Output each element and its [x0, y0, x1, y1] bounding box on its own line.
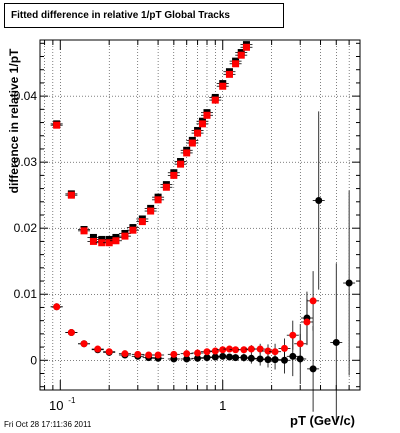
y-axis-label: difference in relative 1/pT: [7, 48, 21, 194]
data-point-circle: [309, 365, 317, 373]
data-point-circle: [154, 351, 162, 359]
data-point-square: [121, 232, 129, 240]
y-tick-label: 0: [30, 353, 37, 367]
data-point-circle: [53, 303, 61, 311]
data-point-square: [129, 226, 137, 234]
data-point-circle: [94, 345, 102, 353]
data-point-square: [194, 129, 202, 137]
data-point-square: [89, 233, 97, 241]
x-tick-label-exponent: -1: [68, 396, 76, 405]
data-point-circle: [240, 354, 248, 362]
data-point-circle: [280, 344, 288, 352]
x-axis-label: pT (GeV/c): [290, 413, 356, 428]
data-point-square: [219, 82, 227, 90]
data-point-circle: [203, 354, 211, 362]
data-point-square: [105, 239, 113, 247]
data-point-circle: [240, 346, 248, 354]
chart-title: Fitted difference in relative 1/pT Globa…: [4, 3, 284, 28]
data-point-circle: [170, 350, 178, 358]
data-point-square: [232, 60, 240, 68]
data-point-circle: [315, 196, 323, 204]
plot-area: [40, 40, 360, 390]
data-point-circle: [296, 340, 304, 348]
data-point-square: [138, 218, 146, 226]
data-point-circle: [289, 352, 297, 360]
data-point-circle: [225, 345, 233, 353]
data-point-circle: [121, 350, 129, 358]
data-point-square: [237, 51, 245, 59]
data-point-circle: [256, 355, 264, 363]
data-point-circle: [280, 356, 288, 364]
data-point-square: [203, 111, 211, 119]
data-point-circle: [80, 340, 88, 348]
data-point-circle: [232, 354, 240, 362]
data-point-circle: [232, 346, 240, 354]
data-point-circle: [225, 353, 233, 361]
data-point-circle: [145, 351, 153, 359]
data-point-circle: [264, 356, 272, 364]
data-point-square: [80, 227, 88, 235]
y-tick-label: 0.04: [14, 89, 38, 103]
data-point-circle: [134, 350, 142, 358]
data-point-square: [211, 96, 219, 104]
y-tick-label: 0.03: [14, 155, 38, 169]
data-point-square: [225, 70, 233, 78]
data-point-circle: [194, 349, 202, 357]
data-point-circle: [183, 355, 191, 363]
data-point-circle: [345, 279, 353, 287]
data-point-circle: [203, 348, 211, 356]
y-tick-label: 0.02: [14, 221, 38, 235]
data-point-square: [177, 160, 185, 168]
data-point-square: [242, 43, 250, 51]
data-point-circle: [309, 297, 317, 305]
data-point-circle: [332, 338, 340, 346]
x-tick-label: 1: [219, 398, 226, 413]
data-point-circle: [303, 318, 311, 326]
data-point-square: [67, 191, 75, 199]
timestamp: Fri Oct 28 17:11:36 2011: [4, 420, 92, 429]
data-point-square: [154, 196, 162, 204]
data-point-circle: [289, 331, 297, 339]
data-point-circle: [247, 354, 255, 362]
data-point-square: [112, 237, 120, 245]
data-point-square: [198, 120, 206, 128]
data-point-circle: [183, 350, 191, 358]
data-point-square: [170, 171, 178, 179]
data-point-square: [188, 139, 196, 147]
data-point-circle: [271, 348, 279, 356]
data-point-square: [98, 239, 106, 247]
x-tick-label: 10: [49, 398, 63, 413]
data-point-circle: [211, 353, 219, 361]
data-point-circle: [264, 347, 272, 355]
y-tick-label: 0.01: [14, 287, 38, 301]
data-point-circle: [219, 346, 227, 354]
data-point-square: [53, 121, 61, 129]
data-point-square: [147, 207, 155, 215]
data-point-circle: [105, 348, 113, 356]
data-point-circle: [256, 345, 264, 353]
data-point-circle: [211, 347, 219, 355]
data-point-square: [183, 149, 191, 157]
plot-frame: [39, 39, 361, 391]
data-point-square: [89, 237, 97, 245]
data-point-circle: [194, 354, 202, 362]
data-point-circle: [67, 329, 75, 337]
data-point-square: [162, 183, 170, 191]
data-point-circle: [247, 345, 255, 353]
data-point-circle: [219, 352, 227, 360]
